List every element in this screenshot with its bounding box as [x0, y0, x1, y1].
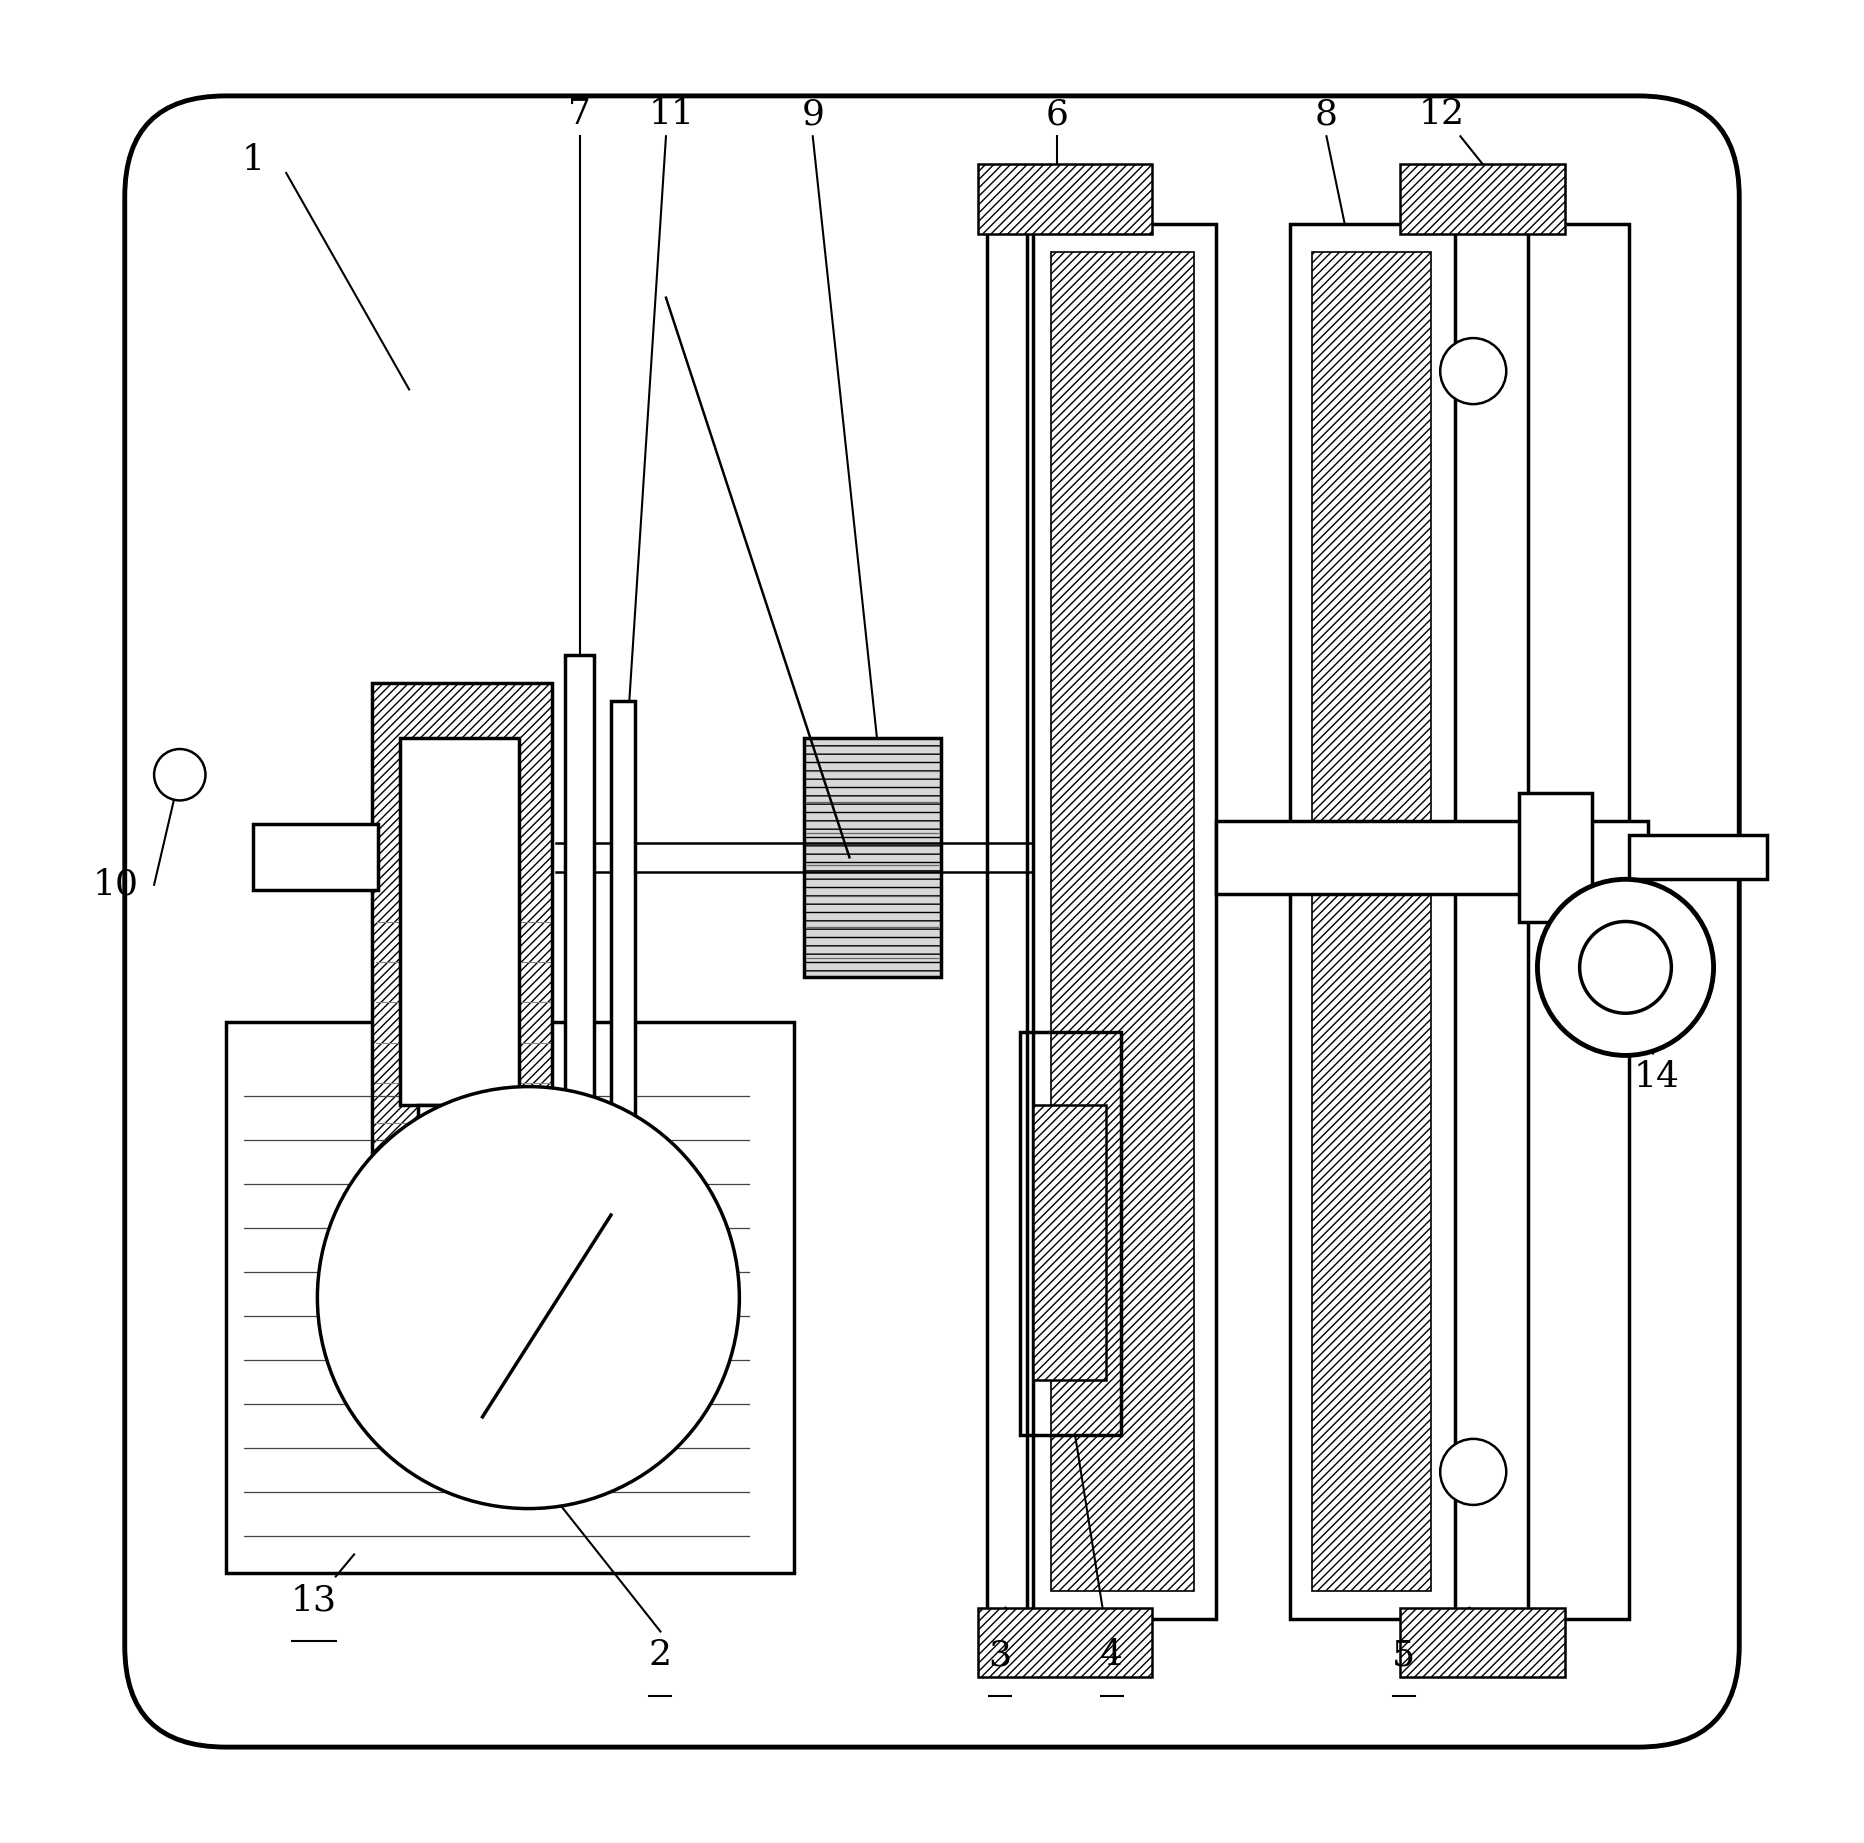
Bar [254, 824, 378, 890]
Bar [979, 1607, 1152, 1677]
Bar [1051, 252, 1195, 1591]
Bar [988, 225, 1027, 1618]
Bar [611, 702, 636, 1150]
Bar [1290, 225, 1456, 1618]
Text: 4: 4 [1100, 1638, 1124, 1672]
Circle shape [155, 748, 205, 800]
Text: 1: 1 [242, 144, 265, 177]
Text: 8: 8 [1314, 98, 1338, 131]
Bar [1312, 252, 1432, 1591]
Bar [803, 737, 941, 977]
Text: 2: 2 [649, 1638, 671, 1672]
Text: 10: 10 [93, 868, 138, 901]
Bar [1629, 835, 1767, 879]
Circle shape [1441, 1439, 1506, 1506]
Bar [1033, 225, 1217, 1618]
Bar [1400, 1607, 1566, 1677]
Text: 12: 12 [1419, 98, 1465, 131]
Bar [373, 684, 552, 1159]
Text: 7: 7 [569, 98, 591, 131]
Circle shape [317, 1087, 740, 1509]
Circle shape [1441, 337, 1506, 404]
Bar [226, 1023, 794, 1572]
Text: 3: 3 [988, 1638, 1012, 1672]
Bar [803, 737, 941, 977]
Bar [1528, 225, 1629, 1618]
Bar [1033, 1106, 1107, 1380]
Text: 9: 9 [802, 98, 824, 131]
Bar [401, 737, 520, 1106]
Bar [418, 1106, 501, 1196]
Text: 11: 11 [649, 98, 695, 131]
Circle shape [1538, 879, 1713, 1056]
Text: 13: 13 [291, 1583, 337, 1618]
FancyBboxPatch shape [125, 96, 1739, 1747]
Bar [1217, 820, 1648, 894]
Circle shape [1579, 922, 1672, 1014]
Bar [979, 164, 1152, 234]
Text: 14: 14 [1633, 1060, 1679, 1095]
Bar [373, 684, 552, 1159]
Bar [1519, 792, 1592, 922]
Text: 6: 6 [1046, 98, 1068, 131]
Bar [1400, 164, 1566, 234]
Bar [565, 656, 595, 1205]
Text: 5: 5 [1392, 1638, 1415, 1672]
Bar [1020, 1032, 1120, 1436]
